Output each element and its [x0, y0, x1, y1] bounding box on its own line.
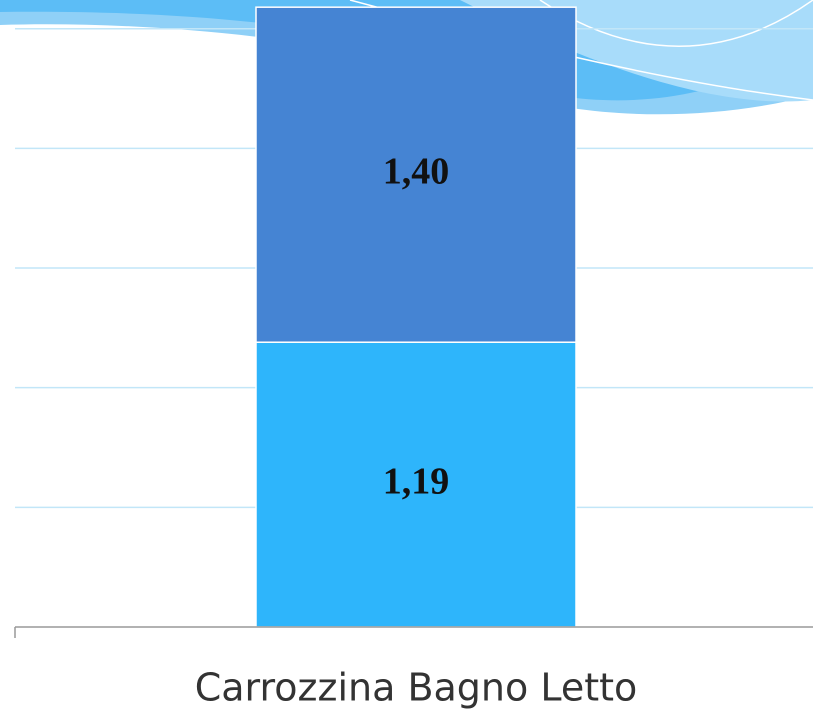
value-label: 1,19 [383, 460, 450, 502]
value-label: 1,40 [383, 150, 450, 192]
x-tick-label: Carrozzina Bagno Letto [195, 666, 638, 710]
bar-segment [255, 6, 577, 343]
bar-segment [255, 341, 577, 628]
bars: 1,19 1,40 [255, 6, 577, 628]
